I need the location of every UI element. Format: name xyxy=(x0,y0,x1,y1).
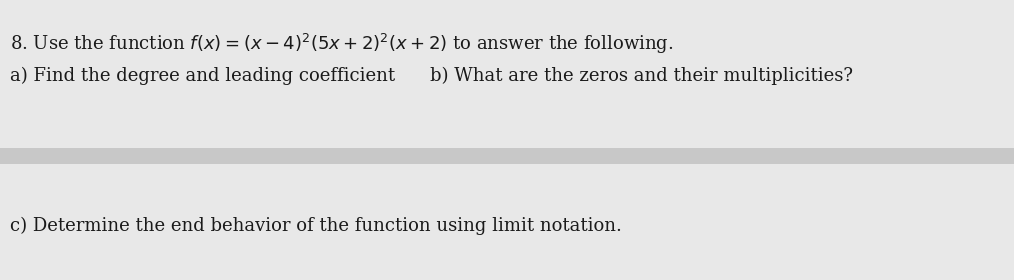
Bar xyxy=(0,148,1014,164)
Text: 8. Use the function $f(x) = (x - 4)^2(5x + 2)^2(x + 2)$ to answer the following.: 8. Use the function $f(x) = (x - 4)^2(5x… xyxy=(10,32,673,56)
Text: a) Find the degree and leading coefficient: a) Find the degree and leading coefficie… xyxy=(10,67,395,85)
Text: c) Determine the end behavior of the function using limit notation.: c) Determine the end behavior of the fun… xyxy=(10,217,622,235)
Text: b) What are the zeros and their multiplicities?: b) What are the zeros and their multipli… xyxy=(430,67,853,85)
